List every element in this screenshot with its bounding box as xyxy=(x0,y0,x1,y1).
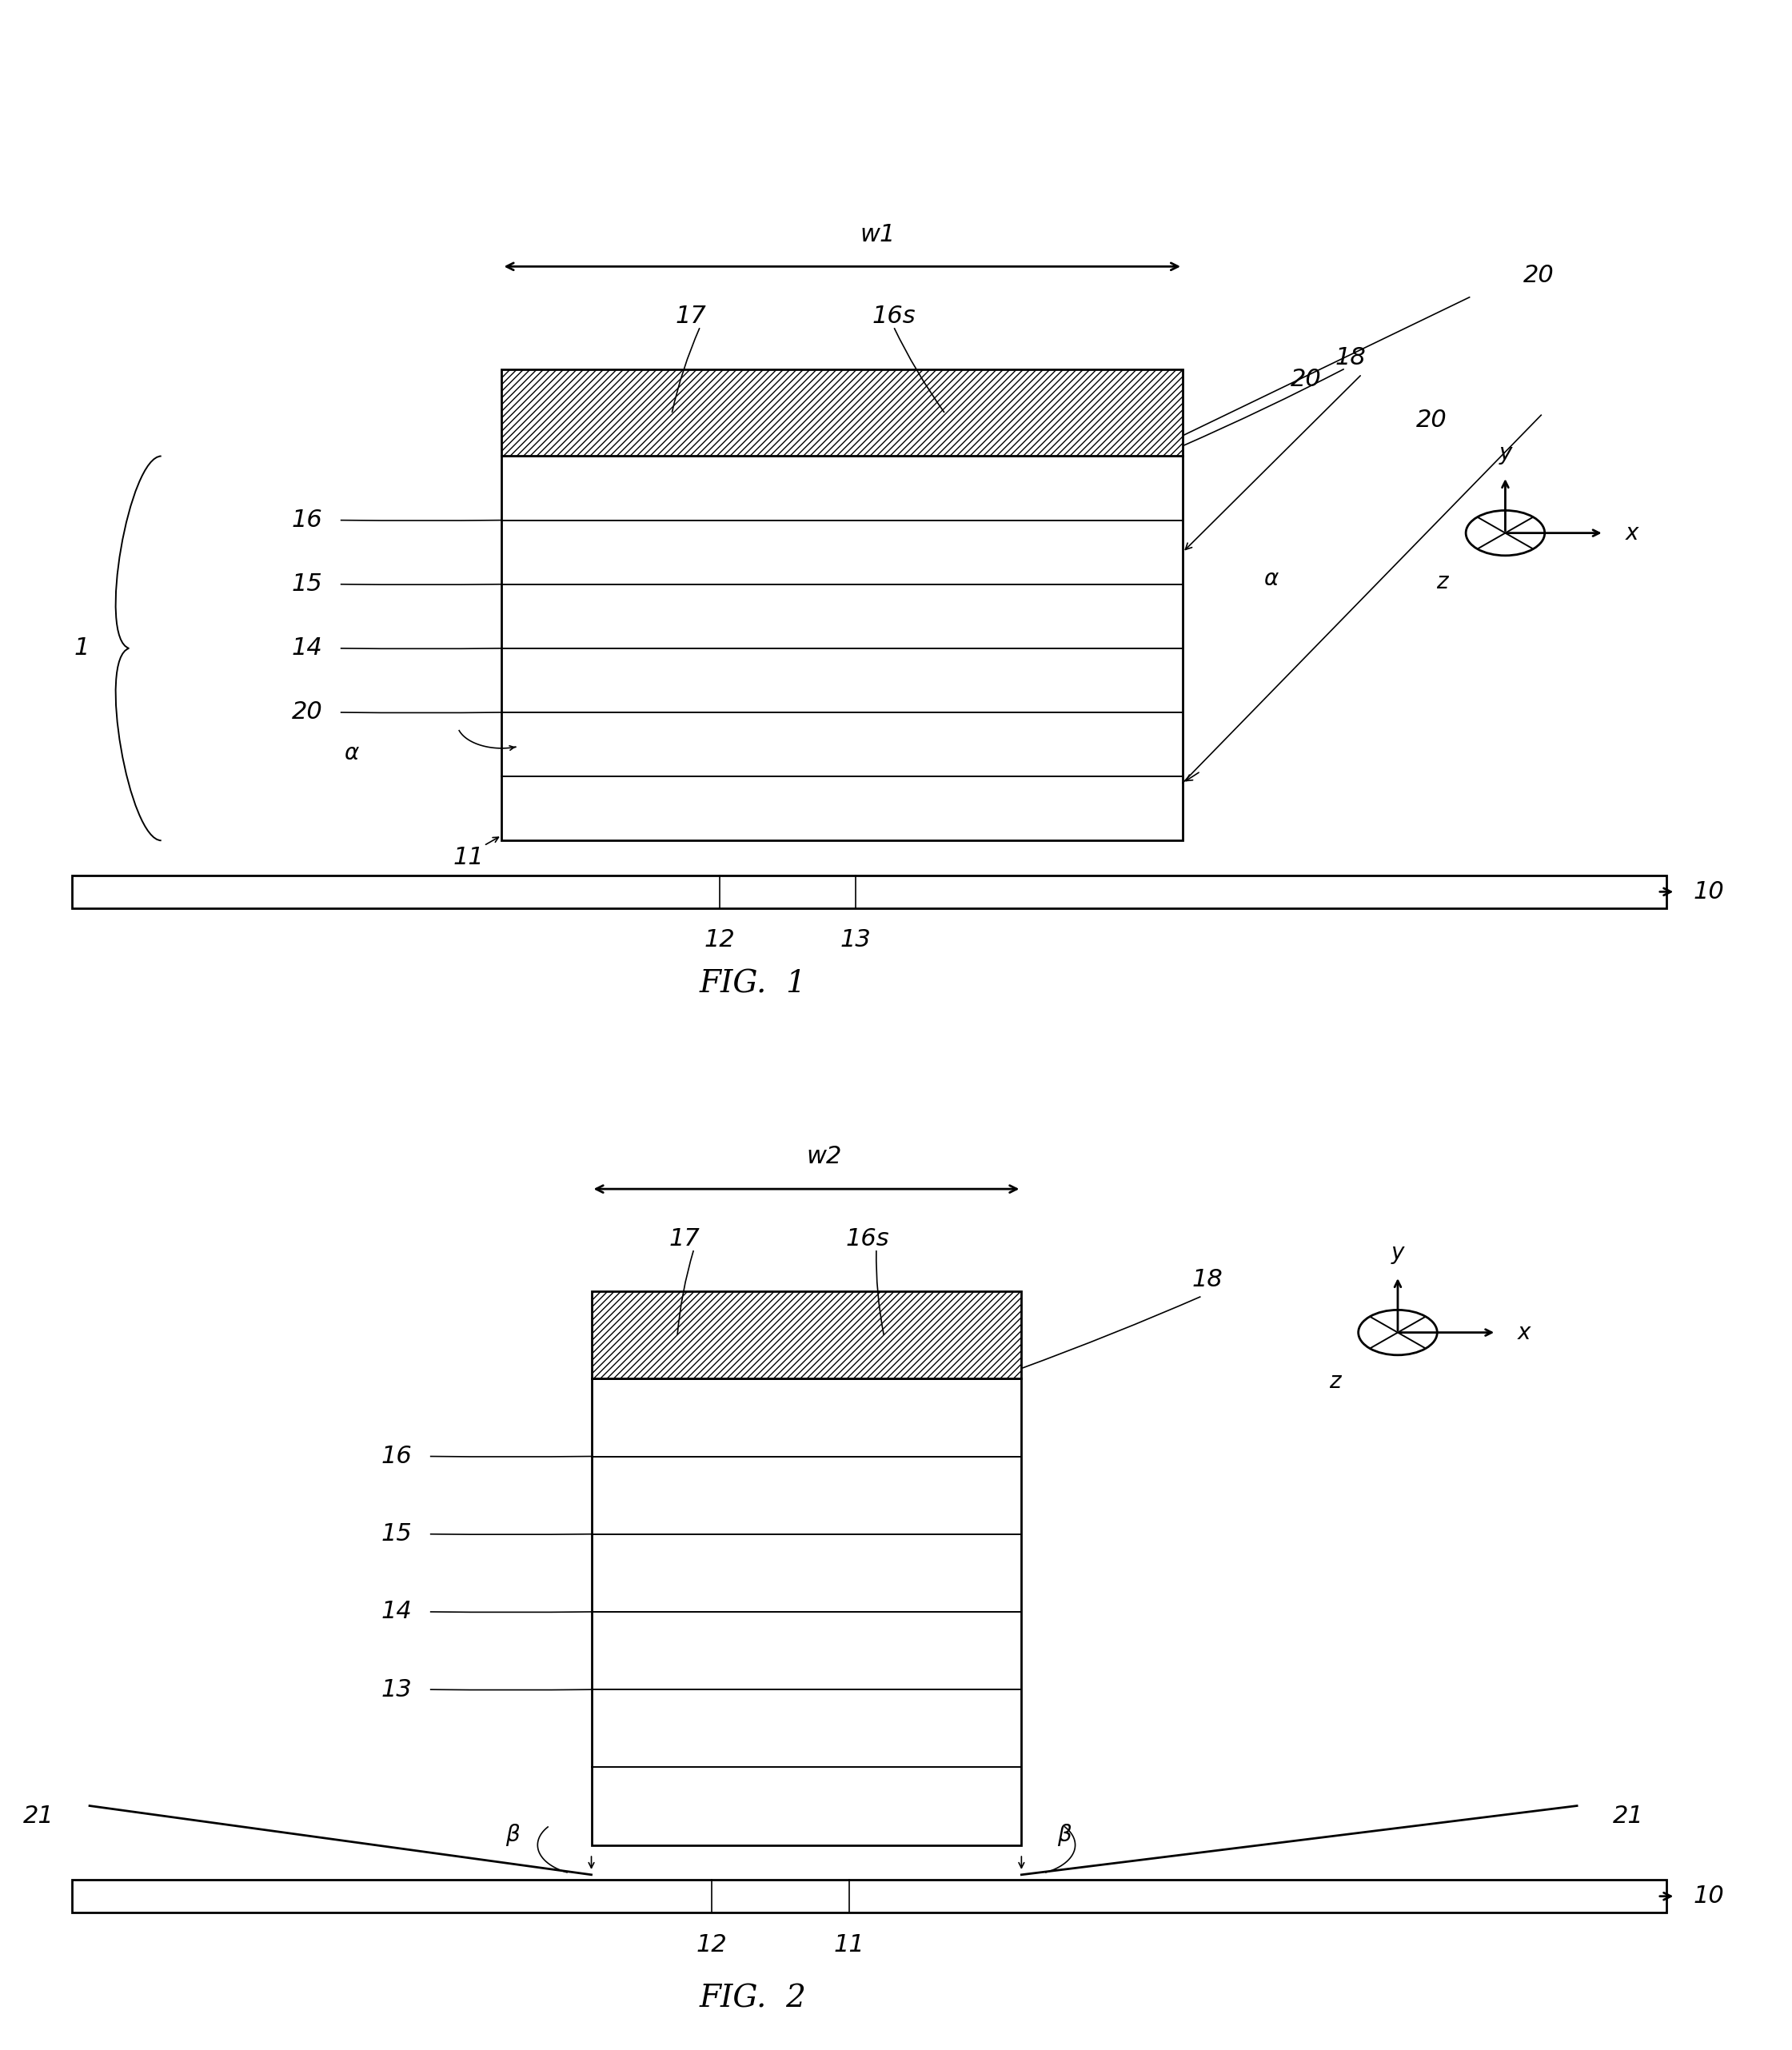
Bar xyxy=(502,369,1183,457)
Text: β: β xyxy=(505,1824,520,1845)
Text: 11: 11 xyxy=(833,1933,866,1956)
Text: 17: 17 xyxy=(676,305,706,328)
Text: 15: 15 xyxy=(382,1523,412,1546)
Bar xyxy=(502,457,1183,840)
Text: 14: 14 xyxy=(382,1601,412,1624)
Text: 18: 18 xyxy=(1192,1269,1222,1292)
Text: 13: 13 xyxy=(840,929,871,951)
Text: α: α xyxy=(1263,568,1278,590)
Bar xyxy=(591,1378,1021,1845)
Text: 21: 21 xyxy=(23,1804,54,1829)
Text: z: z xyxy=(1435,570,1448,592)
Text: w1: w1 xyxy=(860,223,896,246)
Text: 16: 16 xyxy=(292,508,323,531)
Text: w2: w2 xyxy=(806,1146,842,1168)
Text: 13: 13 xyxy=(382,1679,412,1702)
Text: 20: 20 xyxy=(1290,367,1321,392)
Text: α: α xyxy=(344,742,358,765)
Bar xyxy=(591,1292,1021,1378)
Text: 18: 18 xyxy=(1335,346,1366,369)
Text: 20: 20 xyxy=(292,701,323,724)
Text: FIG.  1: FIG. 1 xyxy=(699,970,806,998)
Text: 21: 21 xyxy=(1613,1804,1643,1829)
Text: FIG.  2: FIG. 2 xyxy=(699,1984,806,2013)
Text: x: x xyxy=(1518,1322,1530,1343)
Text: 12: 12 xyxy=(704,929,735,951)
Text: 1: 1 xyxy=(73,638,90,660)
Text: y: y xyxy=(1391,1242,1405,1263)
Text: 16: 16 xyxy=(382,1445,412,1468)
Text: 11: 11 xyxy=(453,845,484,869)
Text: z: z xyxy=(1328,1371,1340,1392)
Text: 17: 17 xyxy=(668,1228,701,1250)
Text: 15: 15 xyxy=(292,572,323,597)
Text: 10: 10 xyxy=(1693,1884,1724,1909)
Text: 16s: 16s xyxy=(846,1228,889,1250)
Text: 12: 12 xyxy=(697,1933,728,1956)
Text: y: y xyxy=(1498,443,1512,465)
Bar xyxy=(72,1880,1667,1913)
Text: 10: 10 xyxy=(1693,879,1724,904)
Text: 20: 20 xyxy=(1416,408,1446,433)
Text: β: β xyxy=(1057,1824,1072,1845)
Bar xyxy=(72,875,1667,908)
Text: 20: 20 xyxy=(1523,264,1554,287)
Text: x: x xyxy=(1625,523,1638,543)
Text: 14: 14 xyxy=(292,638,323,660)
Text: 16s: 16s xyxy=(873,305,916,328)
